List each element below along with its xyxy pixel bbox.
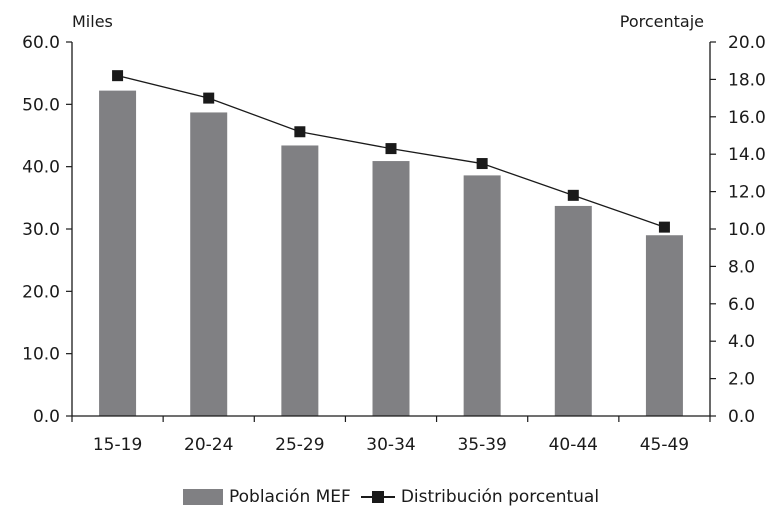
bar-20-24: [190, 112, 228, 416]
line-marker-20-24: [203, 92, 215, 104]
bar-30-34: [372, 161, 410, 416]
line-marker-45-49: [658, 221, 670, 233]
y-right-tick-label: 4.0: [728, 332, 755, 352]
x-tick-label: 30-34: [366, 435, 415, 455]
y-left-tick-label: 50.0: [22, 95, 60, 115]
bar-40-44: [554, 205, 592, 416]
legend-label-line: Distribución porcentual: [400, 487, 600, 507]
y-left-tick-label: 40.0: [22, 158, 60, 178]
x-tick-label: 45-49: [640, 435, 689, 455]
y-right-tick-label: 16.0: [728, 108, 766, 128]
y-right-tick-label: 6.0: [728, 295, 755, 315]
y-right-axis-title: Porcentaje: [619, 12, 704, 31]
bar-25-29: [281, 145, 319, 416]
y-right-tick-label: 12.0: [728, 183, 766, 203]
x-tick-label: 35-39: [457, 435, 506, 455]
legend-label-bars: Población MEF: [229, 487, 351, 507]
y-left-tick-label: 0.0: [33, 407, 60, 427]
line-marker-30-34: [385, 143, 397, 155]
y-right-tick-label: 2.0: [728, 370, 755, 390]
bar-35-39: [463, 175, 501, 416]
y-left-axis-title: Miles: [72, 12, 113, 31]
y-right-tick-label: 20.0: [728, 33, 766, 53]
y-right-tick-label: 10.0: [728, 220, 766, 240]
line-marker-25-29: [294, 126, 306, 138]
x-tick-label: 15-19: [93, 435, 142, 455]
y-right-tick-label: 8.0: [728, 257, 755, 277]
y-right-tick-label: 14.0: [728, 145, 766, 165]
bar-45-49: [645, 235, 683, 416]
y-left-tick-label: 20.0: [22, 282, 60, 302]
line-marker-15-19: [112, 70, 124, 82]
bar-15-19: [99, 90, 137, 417]
y-left-tick-label: 30.0: [22, 220, 60, 240]
y-left-tick-label: 10.0: [22, 345, 60, 365]
line-marker-40-44: [567, 189, 579, 201]
x-tick-label: 40-44: [549, 435, 598, 455]
line-marker-35-39: [476, 158, 488, 170]
x-tick-label: 20-24: [184, 435, 233, 455]
x-tick-label: 25-29: [275, 435, 324, 455]
y-right-tick-label: 0.0: [728, 407, 755, 427]
legend-line-swatch: [360, 489, 395, 505]
legend-bar-swatch: [183, 489, 223, 505]
y-right-tick-label: 18.0: [728, 70, 766, 90]
y-left-tick-label: 60.0: [22, 33, 60, 53]
legend: Población MEF Distribución porcentual: [183, 486, 609, 508]
